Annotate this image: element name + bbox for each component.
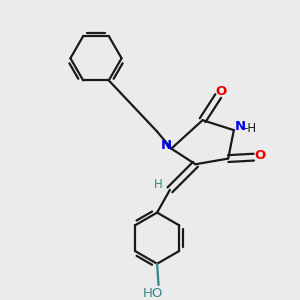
Text: H: H <box>154 178 163 191</box>
Text: O: O <box>215 85 227 98</box>
Text: -H: -H <box>243 122 256 135</box>
Text: HO: HO <box>143 287 163 300</box>
Text: N: N <box>235 120 246 133</box>
Text: N: N <box>160 139 172 152</box>
Text: O: O <box>254 149 266 162</box>
